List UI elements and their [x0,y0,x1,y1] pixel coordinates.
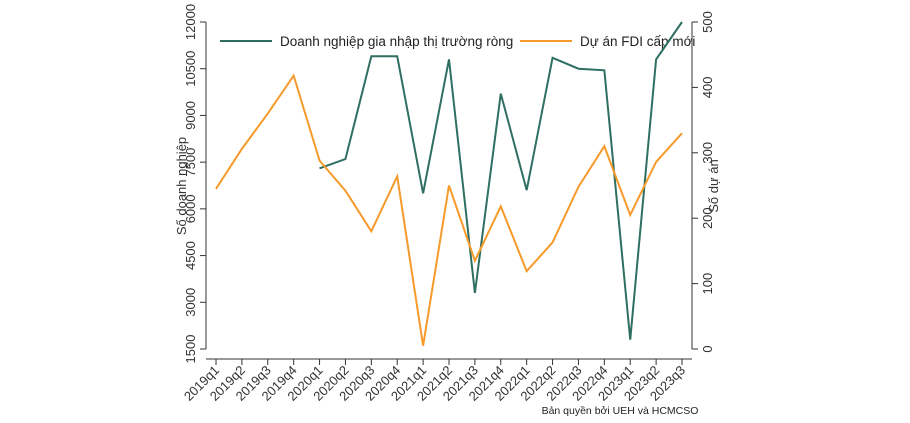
legend-label-business: Doanh nghiệp gia nhập thị trường ròng [280,34,513,49]
copyright-credit: Bản quyền bởi UEH và HCMCSO [542,405,699,417]
legend-label-fdi: Dự án FDI cấp mới [580,34,695,49]
y-axis-right-title: Số dự án [706,159,721,213]
y-right-tick-label: 200 [700,207,715,229]
y-left-tick-label: 3000 [183,288,198,317]
y-axis-left-title: Số doanh nghiệp [174,137,189,235]
y-left-tick-label: 6000 [183,194,198,223]
y-right-tick-label: 0 [700,345,715,352]
y-right-tick-label: 400 [700,77,715,99]
y-left-tick-label: 4500 [183,241,198,270]
y-right-tick-label: 500 [700,11,715,33]
legend: Doanh nghiệp gia nhập thị trường ròng Dự… [220,34,695,49]
y-left-tick-label: 9000 [183,101,198,130]
y-left-tick-label: 7500 [183,148,198,177]
series-line-0 [319,21,683,340]
y-left-tick-label: 10500 [183,51,198,87]
y-right-tick-label: 300 [700,142,715,164]
series-layer [215,21,683,346]
y-left-tick-label: 12000 [183,4,198,40]
y-right-tick-label: 100 [700,273,715,295]
y-left-tick-label: 1500 [183,335,198,364]
series-line-1 [215,73,683,346]
